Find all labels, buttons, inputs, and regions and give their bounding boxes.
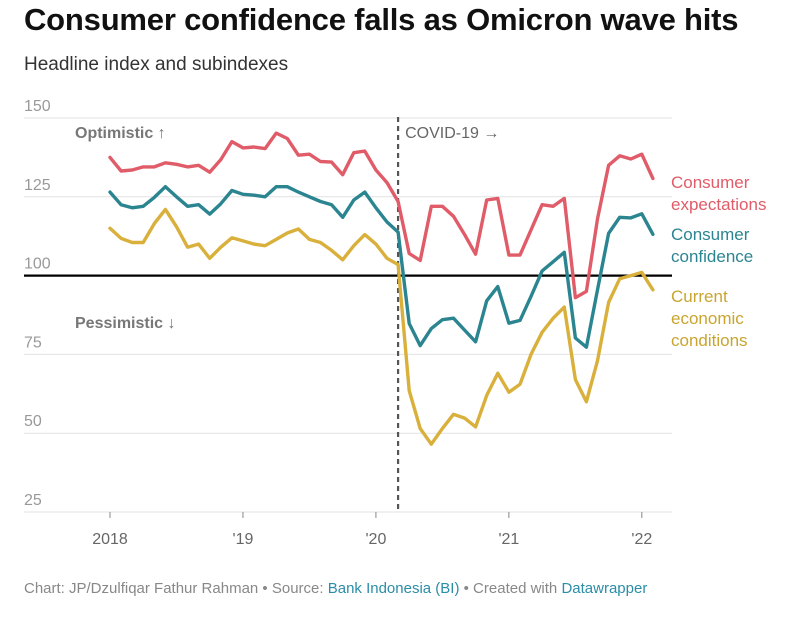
footer-source-link[interactable]: Bank Indonesia (BI) (327, 580, 460, 597)
x-tick-label: '19 (233, 531, 254, 548)
series-label-line: Current (671, 287, 728, 306)
series-line-confidence (108, 184, 655, 349)
series-label-line: Consumer (671, 173, 750, 192)
x-tick-label: 2018 (92, 531, 128, 548)
chart-title: Consumer confidence falls as Omicron wav… (24, 2, 739, 37)
series-label-line: confidence (671, 247, 753, 266)
x-tick-label: '21 (498, 531, 519, 548)
series-lines (108, 131, 655, 446)
y-axis: 25 50 75 100 125 150 (24, 98, 51, 509)
series-label-line: Consumer (671, 225, 750, 244)
chart-footer: Chart: JP/Dzulfiqar Fathur Rahman • Sour… (24, 580, 647, 597)
pessimistic-annotation: Pessimistic ↓ (75, 315, 176, 332)
event-marker: COVID-19 → (396, 117, 499, 512)
series-label-conditions: Current economic conditions (671, 287, 748, 350)
chart-subtitle: Headline index and subindexes (24, 54, 289, 75)
x-axis: 2018 '19 '20 '21 '22 (92, 512, 652, 548)
series-label-line: economic (671, 309, 744, 328)
y-tick-label: 100 (24, 256, 51, 273)
x-tick-label: '22 (631, 531, 652, 548)
y-tick-label: 75 (24, 334, 42, 351)
y-tick-label: 125 (24, 177, 51, 194)
y-tick-label: 150 (24, 98, 51, 115)
covid-label: COVID-19 → (405, 125, 499, 142)
series-line-conditions (108, 207, 655, 446)
footer-credit: Chart: JP/Dzulfiqar Fathur Rahman (24, 580, 259, 597)
series-label-line: conditions (671, 331, 748, 350)
footer-separator: • Source: (258, 580, 328, 597)
footer-tool-link[interactable]: Datawrapper (561, 580, 648, 597)
series-label-expectations: Consumer expectations (671, 173, 766, 214)
y-tick-label: 50 (24, 413, 42, 430)
optimistic-annotation: Optimistic ↑ (75, 125, 166, 142)
series-line-expectations (108, 131, 655, 300)
x-tick-label: '20 (365, 531, 386, 548)
series-label-line: expectations (671, 195, 766, 214)
series-label-confidence: Consumer confidence (671, 225, 753, 266)
footer-separator: • Created with (459, 580, 562, 597)
y-tick-label: 25 (24, 492, 42, 509)
